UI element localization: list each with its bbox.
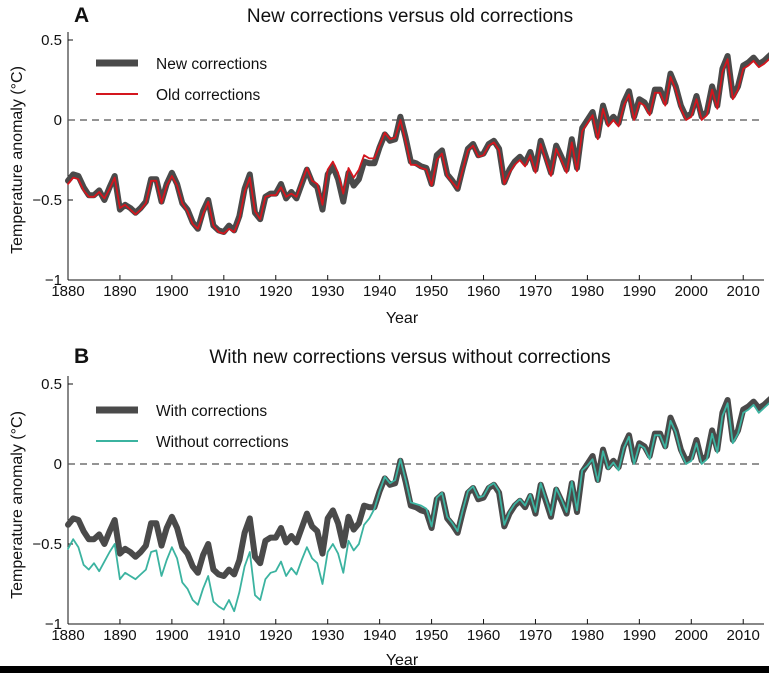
x-tick-label: 1920 [259, 283, 292, 300]
x-tick-label: 1940 [363, 283, 396, 300]
x-tick-label: 1890 [103, 627, 136, 644]
y-tick-label: −1 [45, 616, 62, 633]
y-tick-label: 0.5 [41, 376, 62, 393]
panel-b-xlabel: Year [386, 652, 419, 669]
panel-a-ylabel: Temperature anomaly (°C) [9, 66, 26, 254]
y-tick-label: 0 [54, 456, 62, 473]
x-tick-label: 1990 [623, 627, 656, 644]
y-tick-label: −1 [45, 272, 62, 289]
panel-a-xlabel: Year [386, 310, 419, 327]
bottom-frame-bar [0, 666, 769, 673]
x-tick-label: 1940 [363, 627, 396, 644]
x-tick-label: 1960 [467, 627, 500, 644]
x-tick-label: 1950 [415, 627, 448, 644]
x-tick-label: 1960 [467, 283, 500, 300]
x-tick-label: 1880 [51, 627, 84, 644]
y-tick-label: −0.5 [32, 536, 62, 553]
x-tick-label: 1900 [155, 283, 188, 300]
panel-b: B With new corrections versus without co… [9, 345, 769, 669]
series-line-old-corrections [67, 58, 769, 235]
x-tick-label: 1880 [51, 283, 84, 300]
panel-label-b: B [74, 345, 89, 368]
panel-b-ylabel: Temperature anomaly (°C) [9, 411, 26, 599]
x-tick-label: 1910 [207, 283, 240, 300]
series-line-without-corrections [67, 402, 769, 613]
x-tick-label: 1950 [415, 283, 448, 300]
x-tick-label: 2010 [727, 283, 760, 300]
panel-b-title: With new corrections versus without corr… [209, 347, 610, 368]
x-tick-label: 1970 [519, 627, 552, 644]
y-tick-label: 0 [54, 112, 62, 129]
x-tick-label: 2000 [675, 283, 708, 300]
panel-a: A New corrections versus old corrections… [9, 4, 769, 327]
x-tick-label: 1970 [519, 283, 552, 300]
legend-label: Old corrections [156, 87, 260, 104]
panel-label-a: A [74, 4, 89, 27]
legend-label: New corrections [156, 56, 267, 73]
x-tick-label: 1890 [103, 283, 136, 300]
legend-label: Without corrections [156, 434, 289, 451]
x-tick-label: 1930 [311, 283, 344, 300]
x-tick-label: 1920 [259, 627, 292, 644]
x-tick-label: 2010 [727, 627, 760, 644]
panel-a-plot: 1880 1890 1900 1910 1920 1930 1940 1950 1960 1970… [32, 32, 769, 300]
y-tick-label: −0.5 [32, 192, 62, 209]
x-tick-label: 1900 [155, 627, 188, 644]
x-tick-label: 1930 [311, 627, 344, 644]
legend-label: With corrections [156, 403, 267, 420]
x-tick-label: 1910 [207, 627, 240, 644]
x-tick-label: 1990 [623, 283, 656, 300]
panel-a-title: New corrections versus old corrections [247, 6, 573, 27]
x-tick-label: 1980 [571, 283, 604, 300]
x-tick-label: 2000 [675, 627, 708, 644]
panel-b-plot: 1880 1890 1900 1910 1920 1930 1940 1950 1960 1970… [32, 376, 769, 644]
y-tick-label: 0.5 [41, 32, 62, 49]
x-tick-label: 1980 [571, 627, 604, 644]
